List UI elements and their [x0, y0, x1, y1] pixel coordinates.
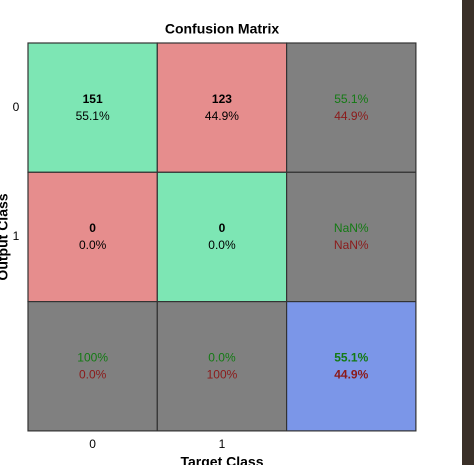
chart-title: Confusion Matrix — [165, 21, 280, 37]
matrix-cell — [156, 42, 288, 173]
matrix-cell — [286, 301, 417, 432]
cell-text: 55.1% — [76, 109, 110, 123]
matrix-cell — [27, 301, 158, 432]
matrix-cell — [156, 171, 288, 303]
cell-text: 0.0% — [79, 238, 107, 252]
background-window — [462, 0, 474, 465]
y-axis-label: Output Class — [0, 193, 11, 280]
cell-text: 0.0% — [208, 238, 236, 252]
matrix-cell — [27, 171, 158, 303]
cell-text: 0.0% — [208, 350, 236, 364]
cell-text: 44.9% — [205, 109, 239, 123]
cell-text: 44.9% — [334, 109, 368, 123]
cell-text: 123 — [212, 92, 232, 106]
x-tick-label: 1 — [219, 437, 226, 451]
cell-text: NaN% — [334, 221, 369, 235]
cell-text: 0.0% — [79, 367, 107, 381]
matrix-cell — [27, 42, 158, 173]
cell-text: 44.9% — [334, 367, 368, 381]
matrix-cell — [286, 171, 417, 303]
x-tick-label: 0 — [89, 437, 96, 451]
cell-text: 151 — [83, 92, 103, 106]
cell-text: 100% — [77, 350, 108, 364]
cell-text: 0 — [89, 221, 96, 235]
cell-text: 100% — [207, 367, 238, 381]
x-axis-label: Target Class — [181, 454, 264, 465]
cell-text: 55.1% — [334, 92, 368, 106]
cell-text: 0 — [219, 221, 226, 235]
matrix-cell — [156, 301, 288, 432]
cell-text: 55.1% — [334, 350, 368, 364]
matrix-cell — [286, 42, 417, 173]
cell-text: NaN% — [334, 238, 369, 252]
y-tick-label: 1 — [13, 229, 20, 243]
y-tick-label: 0 — [13, 100, 20, 114]
